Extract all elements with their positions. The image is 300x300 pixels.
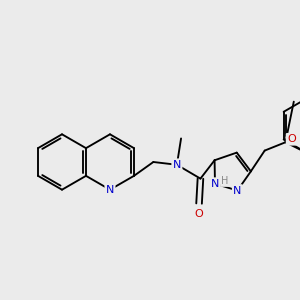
Text: N: N [106, 185, 114, 195]
Text: N: N [233, 186, 242, 196]
Text: O: O [195, 208, 203, 218]
Text: H: H [221, 176, 229, 186]
Text: O: O [287, 134, 296, 144]
Text: N: N [173, 160, 181, 170]
Text: N: N [211, 179, 219, 189]
